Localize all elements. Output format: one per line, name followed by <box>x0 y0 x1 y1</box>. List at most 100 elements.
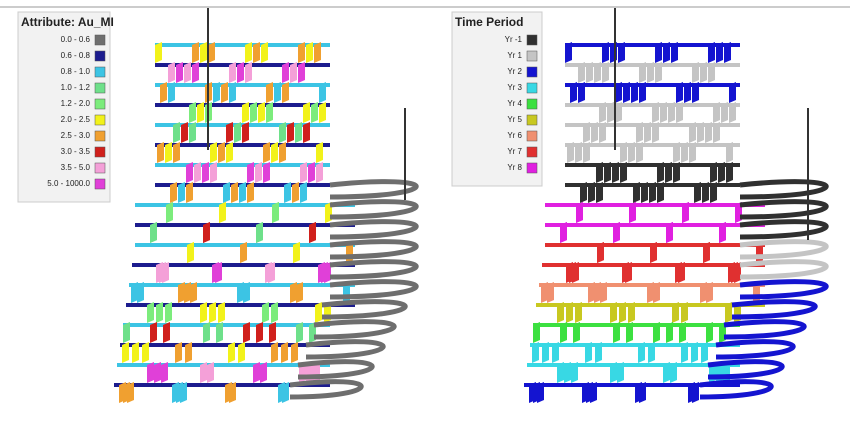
block <box>673 142 680 163</box>
block <box>649 182 656 203</box>
block <box>186 162 193 183</box>
block <box>700 62 707 83</box>
legend-label: Yr 3 <box>507 83 522 92</box>
legend-label: 1.2 - 2.0 <box>61 99 91 108</box>
block <box>219 202 226 223</box>
block <box>705 122 712 143</box>
block <box>647 282 654 303</box>
block <box>638 342 645 363</box>
block <box>178 282 185 303</box>
block <box>300 182 307 203</box>
block <box>583 142 590 163</box>
block <box>207 362 214 383</box>
block <box>122 342 129 363</box>
block <box>291 342 298 363</box>
block <box>618 42 625 63</box>
block <box>127 382 134 403</box>
block <box>303 122 310 143</box>
legend-label: 0.8 - 1.0 <box>61 67 91 76</box>
legend-swatch <box>527 83 537 93</box>
block <box>253 362 260 383</box>
block <box>617 362 624 383</box>
block <box>303 102 310 123</box>
legend-swatch <box>95 51 105 61</box>
block <box>203 322 210 343</box>
block <box>547 282 554 303</box>
block <box>165 142 172 163</box>
block <box>591 122 598 143</box>
legend-label: Yr 8 <box>507 163 522 172</box>
block <box>319 82 326 103</box>
block <box>192 42 199 63</box>
block <box>234 122 241 143</box>
block <box>261 42 268 63</box>
block <box>655 42 662 63</box>
block <box>154 362 161 383</box>
block <box>258 102 265 123</box>
block <box>639 382 646 403</box>
block <box>670 362 677 383</box>
legend-swatch <box>95 67 105 77</box>
block <box>173 142 180 163</box>
block <box>131 282 138 303</box>
block <box>713 102 720 123</box>
block <box>231 182 238 203</box>
block <box>610 302 617 323</box>
block <box>675 262 682 283</box>
block <box>692 82 699 103</box>
block <box>585 342 592 363</box>
block <box>541 282 548 303</box>
block <box>710 162 717 183</box>
block <box>691 342 698 363</box>
legend-label: Yr 2 <box>507 67 522 76</box>
block <box>716 42 723 63</box>
block <box>689 142 696 163</box>
block <box>296 322 303 343</box>
block <box>161 362 168 383</box>
block <box>575 302 582 323</box>
block <box>692 382 699 403</box>
block <box>602 42 609 63</box>
block <box>708 62 715 83</box>
block <box>597 242 604 263</box>
block <box>726 162 733 183</box>
block <box>210 162 217 183</box>
block <box>689 122 696 143</box>
block <box>311 102 318 123</box>
block <box>710 182 717 203</box>
block <box>663 42 670 63</box>
legend-swatch <box>95 163 105 173</box>
block <box>180 382 187 403</box>
block <box>189 122 196 143</box>
block <box>223 182 230 203</box>
block <box>575 142 582 163</box>
block <box>660 102 667 123</box>
legend-label: 5.0 - 1000.0 <box>47 179 90 188</box>
legend-swatch <box>95 83 105 93</box>
block <box>271 302 278 323</box>
block <box>647 62 654 83</box>
block <box>229 62 236 83</box>
block <box>203 222 210 243</box>
block <box>185 342 192 363</box>
block <box>163 322 170 343</box>
block <box>580 182 587 203</box>
block <box>315 302 322 323</box>
block <box>666 222 673 243</box>
block <box>719 222 726 243</box>
block <box>615 102 622 123</box>
block <box>653 282 660 303</box>
block <box>542 342 549 363</box>
block <box>626 322 633 343</box>
block <box>168 82 175 103</box>
block <box>599 102 606 123</box>
block <box>256 222 263 243</box>
block <box>663 362 670 383</box>
block <box>238 342 245 363</box>
block <box>701 342 708 363</box>
block <box>166 202 173 223</box>
legend-swatch <box>527 35 537 45</box>
block <box>250 102 257 123</box>
block <box>269 322 276 343</box>
legend-swatch <box>95 99 105 109</box>
